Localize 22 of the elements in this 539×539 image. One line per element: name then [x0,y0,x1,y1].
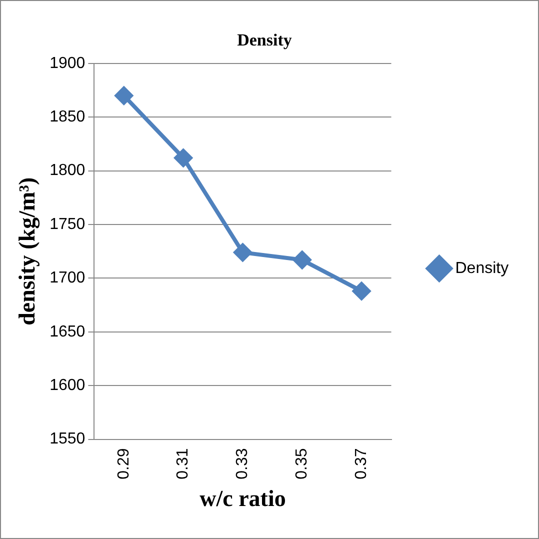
point [293,250,312,269]
y-tick-label: 1600 [50,376,86,394]
y-tick-label: 1750 [50,216,86,233]
y-tick-label: 1800 [50,162,86,180]
y-tick-label: 1550 [50,430,86,448]
point [174,148,192,167]
y-tick-label: 1700 [50,270,86,287]
point [114,86,133,105]
x-tick-label: 0.37 [352,448,370,480]
x-tick-label: 0.29 [115,448,132,480]
x-tick-label: 0.31 [174,448,192,480]
chart-title: Density [237,30,292,50]
x-tick-label: 0.35 [294,448,311,480]
x-axis-title: w/c ratio [200,486,286,512]
point [352,282,371,300]
x-tick-label: 0.33 [234,448,252,480]
legend-label: Density [455,260,509,277]
y-tick-label: 1650 [50,323,86,340]
y-tick-label: 1900 [50,54,86,72]
y-tick-label: 1850 [50,108,86,126]
y-axis-title: density (kg/m³) [14,177,41,326]
point [234,243,252,262]
